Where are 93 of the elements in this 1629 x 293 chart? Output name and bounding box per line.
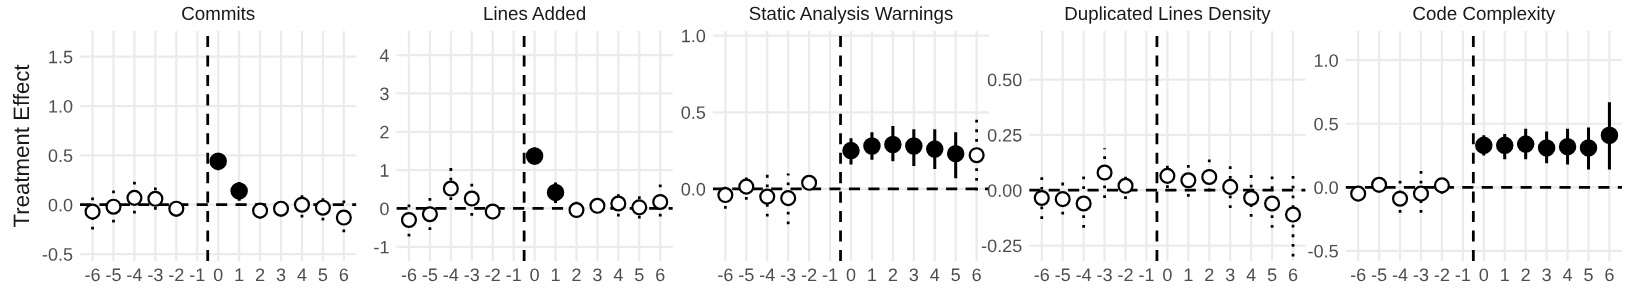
y-tick-label: -1 [374,240,389,254]
x-tick-label: -2 [485,268,500,282]
y-tick-label: 0.5 [1314,117,1338,131]
x-tick-label: 3 [276,268,286,282]
y-tick-label: 1.0 [49,99,73,113]
x-tick-label: 6 [1605,268,1614,282]
x-tick-label: 5 [318,268,328,282]
x-tick-label: -4 [1076,268,1092,282]
x-tick-label: 5 [1267,268,1277,282]
x-tick-label: 3 [909,268,919,282]
y-tick-label: 1.0 [1314,54,1338,67]
x-tick-label: 1 [235,268,244,282]
chart-title: Static Analysis Warnings [749,6,953,24]
y-tick-label: -0.5 [42,248,73,261]
x-tick-label: 2 [572,268,581,282]
x-tick-label: 5 [635,268,644,282]
y-tick-label: 0.5 [681,106,706,119]
x-tick-label: 6 [339,268,349,282]
y-tick-label: -0.5 [1308,244,1338,258]
y-tick-label: 0.0 [1314,181,1338,195]
x-tick-label: -3 [464,268,480,282]
x-tick-label: -2 [1434,268,1450,282]
x-tick-label: 4 [930,268,940,282]
x-tick-label: 0 [1163,268,1172,282]
x-tick-label: 3 [593,268,602,282]
x-tick-label: 2 [255,268,265,282]
x-tick-label: 2 [1205,268,1214,282]
x-tick-label: 0 [1479,268,1489,282]
x-tick-label: 4 [1246,268,1256,282]
y-tick-label: 1.0 [682,29,706,43]
x-tick-label: -6 [85,268,100,282]
y-tick-label: 1 [380,164,389,177]
x-tick-label: -4 [1392,268,1408,282]
y-tick-label: 1.5 [49,50,73,64]
x-tick-label: -4 [127,268,142,282]
x-tick-label: 1 [551,268,560,282]
y-tick-label: 0 [380,202,389,216]
y-tick-label: 0.0 [681,182,706,196]
x-tick-label: 6 [972,268,981,282]
x-tick-label: -6 [401,268,417,282]
x-tick-label: -4 [760,268,775,282]
x-tick-label: -5 [739,268,754,282]
x-tick-label: -5 [1055,268,1070,282]
y-tick-label: 0.0 [48,198,73,212]
x-tick-label: -6 [718,268,733,282]
x-tick-label: -6 [1034,268,1049,282]
y-tick-label: 4 [379,49,389,62]
x-tick-label: -1 [190,268,205,282]
x-tick-label: 0 [530,268,539,282]
chart-title: Commits [182,6,255,21]
x-tick-label: -2 [801,268,817,282]
y-tick-label: 0.50 [987,73,1022,87]
x-tick-label: -6 [1350,268,1366,282]
x-tick-label: 6 [1288,268,1298,282]
x-tick-label: -1 [1455,268,1471,282]
y-tick-label: 0.00 [987,184,1022,197]
x-tick-label: 3 [1225,268,1235,282]
y-tick-label: 2 [380,125,389,139]
chart-title: Code Complexity [1413,6,1556,24]
y-tick-label: 0.5 [48,149,73,163]
x-tick-label: -4 [443,268,459,282]
x-tick-label: 5 [951,268,960,282]
x-tick-label: -2 [169,268,184,282]
x-tick-label: 6 [656,268,665,282]
y-tick-label: -0.25 [981,239,1022,253]
x-tick-label: 1 [868,268,877,282]
x-tick-label: 5 [1584,268,1593,282]
y-tick-label: 3 [380,87,389,101]
x-tick-label: -1 [506,268,521,282]
y-tick-label: 0.25 [987,128,1022,142]
x-tick-label: -1 [1139,268,1154,282]
x-tick-label: -3 [780,268,796,282]
x-tick-label: 0 [213,268,223,282]
chart-title: Duplicated Lines Density [1065,6,1271,24]
x-tick-label: 0 [846,268,856,282]
x-tick-label: 3 [1542,268,1551,282]
x-tick-label: 4 [297,268,307,282]
x-tick-label: 2 [888,268,897,282]
x-tick-label: -2 [1118,268,1133,282]
x-tick-label: -5 [422,268,438,282]
x-tick-label: 2 [1521,268,1530,282]
x-tick-label: -3 [1413,268,1429,282]
chart-title: Lines Added [484,6,586,21]
x-tick-label: -3 [148,268,163,282]
x-tick-label: 4 [613,268,623,282]
y-axis-title: Treatment Effect [12,64,30,228]
x-tick-label: -1 [822,268,838,282]
x-tick-label: -5 [106,268,121,282]
x-tick-label: 1 [1184,268,1193,282]
x-tick-label: -3 [1097,268,1112,282]
x-tick-label: 1 [1501,268,1509,282]
x-tick-label: -5 [1371,268,1387,282]
x-tick-label: 4 [1562,268,1573,282]
